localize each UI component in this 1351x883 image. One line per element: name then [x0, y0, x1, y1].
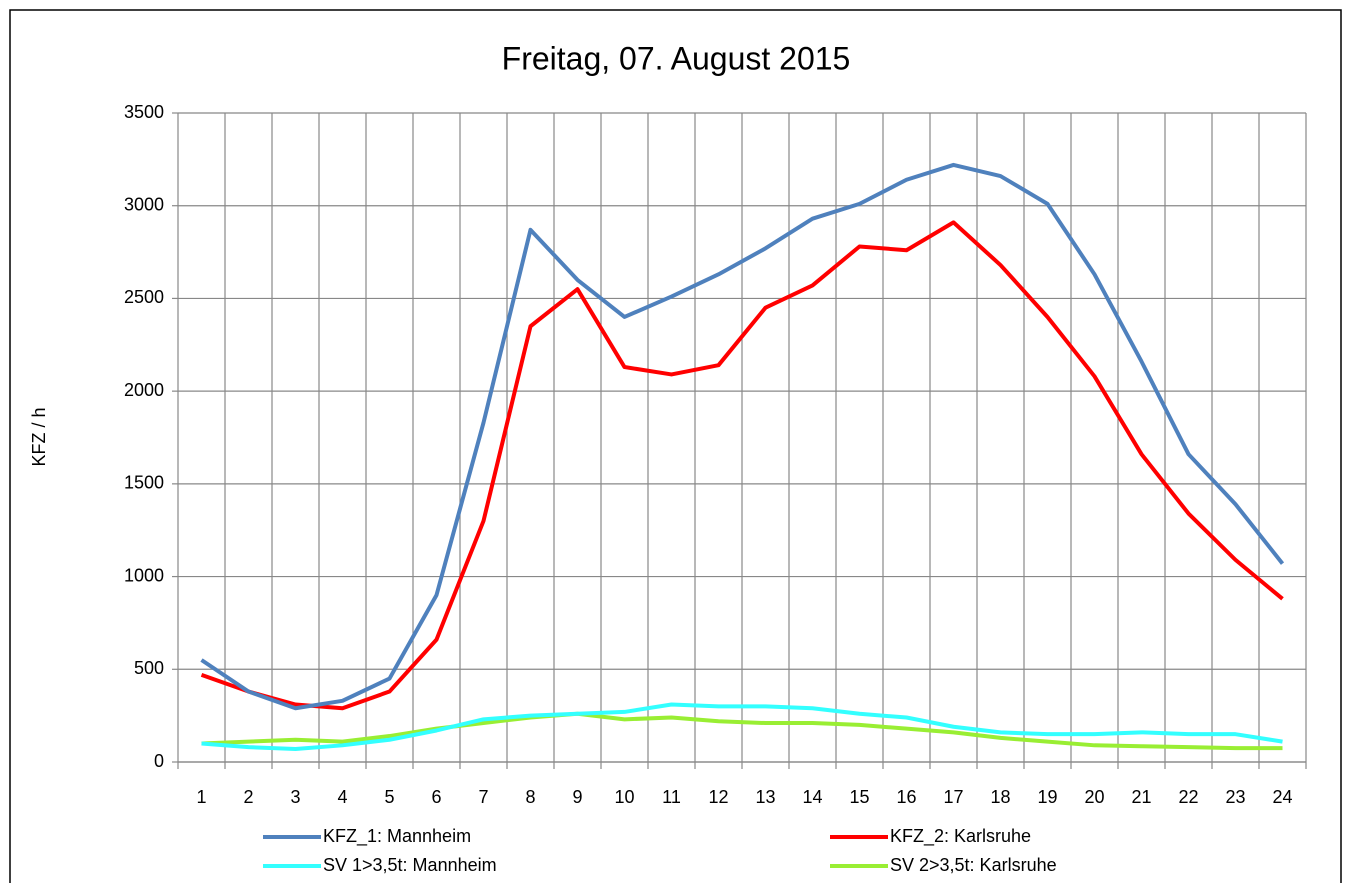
y-axis-label: KFZ / h	[29, 407, 49, 466]
y-tick-label: 1000	[124, 565, 164, 585]
x-tick-label: 15	[849, 787, 869, 807]
x-tick-label: 19	[1037, 787, 1057, 807]
x-tick-label: 17	[943, 787, 963, 807]
chart-frame	[9, 9, 1342, 883]
x-tick-label: 22	[1178, 787, 1198, 807]
y-tick-label: 3000	[124, 194, 164, 214]
y-tick-label: 2500	[124, 287, 164, 307]
x-tick-label: 7	[478, 787, 488, 807]
legend-label: KFZ_2: Karlsruhe	[890, 826, 1031, 847]
y-tick-label: 0	[154, 751, 164, 771]
series-line	[201, 711, 1283, 751]
x-tick-label: 4	[337, 787, 347, 807]
y-tick-label: 500	[134, 658, 164, 678]
series-line	[201, 702, 1283, 752]
x-tick-label: 6	[431, 787, 441, 807]
x-tick-label: 14	[802, 787, 822, 807]
y-tick-label: 2000	[124, 380, 164, 400]
x-tick-label: 24	[1272, 787, 1292, 807]
x-tick-label: 13	[755, 787, 775, 807]
legend-label: SV 1>3,5t: Mannheim	[323, 855, 497, 875]
x-tick-label: 3	[290, 787, 300, 807]
chart-title: Freitag, 07. August 2015	[502, 40, 851, 76]
x-tick-label: 21	[1131, 787, 1151, 807]
legend-label: KFZ_1: Mannheim	[323, 826, 471, 847]
series-line	[200, 162, 1285, 711]
y-tick-label: 1500	[124, 473, 164, 493]
series-line	[200, 220, 1284, 711]
x-tick-label: 18	[990, 787, 1010, 807]
x-tick-label: 10	[614, 787, 634, 807]
y-tick-label: 3500	[124, 102, 164, 122]
x-tick-label: 1	[196, 787, 206, 807]
x-tick-label: 16	[896, 787, 916, 807]
x-tick-label: 8	[525, 787, 535, 807]
x-tick-label: 2	[243, 787, 253, 807]
x-tick-label: 11	[662, 787, 681, 807]
x-tick-label: 9	[572, 787, 582, 807]
x-tick-label: 20	[1084, 787, 1104, 807]
x-tick-label: 5	[384, 787, 394, 807]
legend-label: SV 2>3,5t: Karlsruhe	[890, 855, 1057, 875]
x-tick-label: 23	[1225, 787, 1245, 807]
x-tick-label: 12	[708, 787, 728, 807]
